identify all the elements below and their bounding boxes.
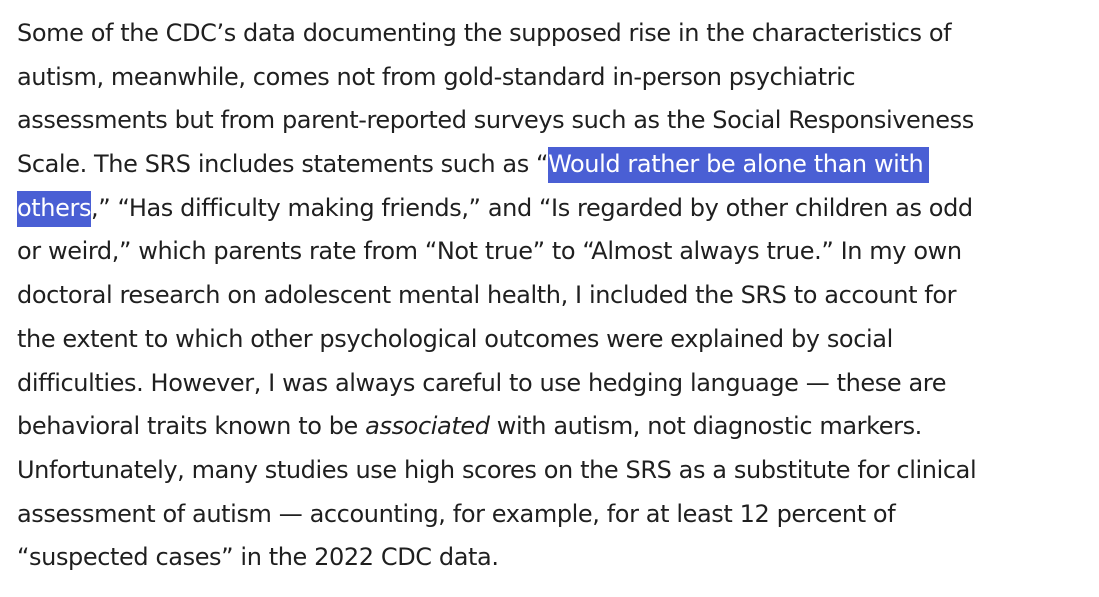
paragraph-line-3: assessments but from parent-reported sur… <box>17 106 974 135</box>
line-10-text-end: with autism, not diagnostic markers. <box>489 412 923 441</box>
paragraph-line-8: the extent to which other psychological … <box>17 324 893 353</box>
paragraph-line-5: others,” “Has difficulty making friends,… <box>17 187 1081 231</box>
paragraph-line-9: difficulties. However, I was always care… <box>17 368 947 397</box>
paragraph-line-11: Unfortunately, many studies use high sco… <box>17 455 977 484</box>
paragraph-line-13: “suspected cases” in the 2022 CDC data. <box>17 543 499 572</box>
paragraph-line-10: behavioral traits known to be associated… <box>17 405 1081 449</box>
paragraph-line-6: or weird,” which parents rate from “Not … <box>17 237 962 266</box>
line-4-text: Scale. The SRS includes statements such … <box>17 150 549 179</box>
paragraph-line-4: Scale. The SRS includes statements such … <box>17 143 1081 187</box>
paragraph-line-7: doctoral research on adolescent mental h… <box>17 281 957 310</box>
paragraph-line-2: autism, meanwhile, comes not from gold-s… <box>17 62 856 91</box>
line-5-text: ,” “Has difficulty making friends,” and … <box>91 193 973 222</box>
article-paragraph: Some of the CDC’s data documenting the s… <box>17 12 1081 580</box>
italic-emphasis: associated <box>365 412 490 441</box>
paragraph-line-12: assessment of autism — accounting, for e… <box>17 499 896 528</box>
text-selection-highlight[interactable]: Would rather be alone than with <box>548 147 930 184</box>
paragraph-line-1: Some of the CDC’s data documenting the s… <box>17 19 952 47</box>
text-selection-highlight-continued[interactable]: others <box>17 190 91 227</box>
line-10-text-start: behavioral traits known to be <box>17 412 366 441</box>
